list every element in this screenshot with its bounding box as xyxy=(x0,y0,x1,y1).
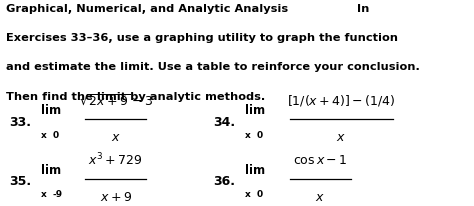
Text: $\sqrt{2x+9}-3$: $\sqrt{2x+9}-3$ xyxy=(79,93,153,108)
Text: $\cos x - 1$: $\cos x - 1$ xyxy=(293,153,347,166)
Text: In: In xyxy=(348,4,369,14)
Text: 34.: 34. xyxy=(214,115,236,128)
Text: x: x xyxy=(41,190,46,199)
Text: lim: lim xyxy=(245,163,265,176)
Text: $x$: $x$ xyxy=(111,131,120,144)
Text: x: x xyxy=(41,130,46,139)
Text: $x$: $x$ xyxy=(336,131,346,144)
Text: and estimate the limit. Use a table to reinforce your conclusion.: and estimate the limit. Use a table to r… xyxy=(6,62,419,72)
Text: lim: lim xyxy=(41,104,61,117)
Text: x: x xyxy=(245,190,251,199)
Text: x: x xyxy=(245,130,251,139)
Text: $x^3+729$: $x^3+729$ xyxy=(89,151,143,168)
Text: lim: lim xyxy=(245,104,265,117)
Text: 0: 0 xyxy=(257,130,263,139)
Text: -9: -9 xyxy=(53,190,63,199)
Text: $[1/(x+4)]-(1/4)$: $[1/(x+4)]-(1/4)$ xyxy=(287,93,395,108)
Text: Exercises 33–36, use a graphing utility to graph the function: Exercises 33–36, use a graphing utility … xyxy=(6,32,398,42)
Text: 33.: 33. xyxy=(9,115,31,128)
Text: 36.: 36. xyxy=(214,174,236,187)
Text: $x+9$: $x+9$ xyxy=(100,190,132,203)
Text: 0: 0 xyxy=(53,130,59,139)
Text: 35.: 35. xyxy=(9,174,31,187)
Text: Then find the limit by analytic methods.: Then find the limit by analytic methods. xyxy=(6,92,265,102)
Text: $x$: $x$ xyxy=(315,190,325,203)
Text: lim: lim xyxy=(41,163,61,176)
Text: Graphical, Numerical, and Analytic Analysis: Graphical, Numerical, and Analytic Analy… xyxy=(6,4,288,14)
Text: 0: 0 xyxy=(257,190,263,199)
